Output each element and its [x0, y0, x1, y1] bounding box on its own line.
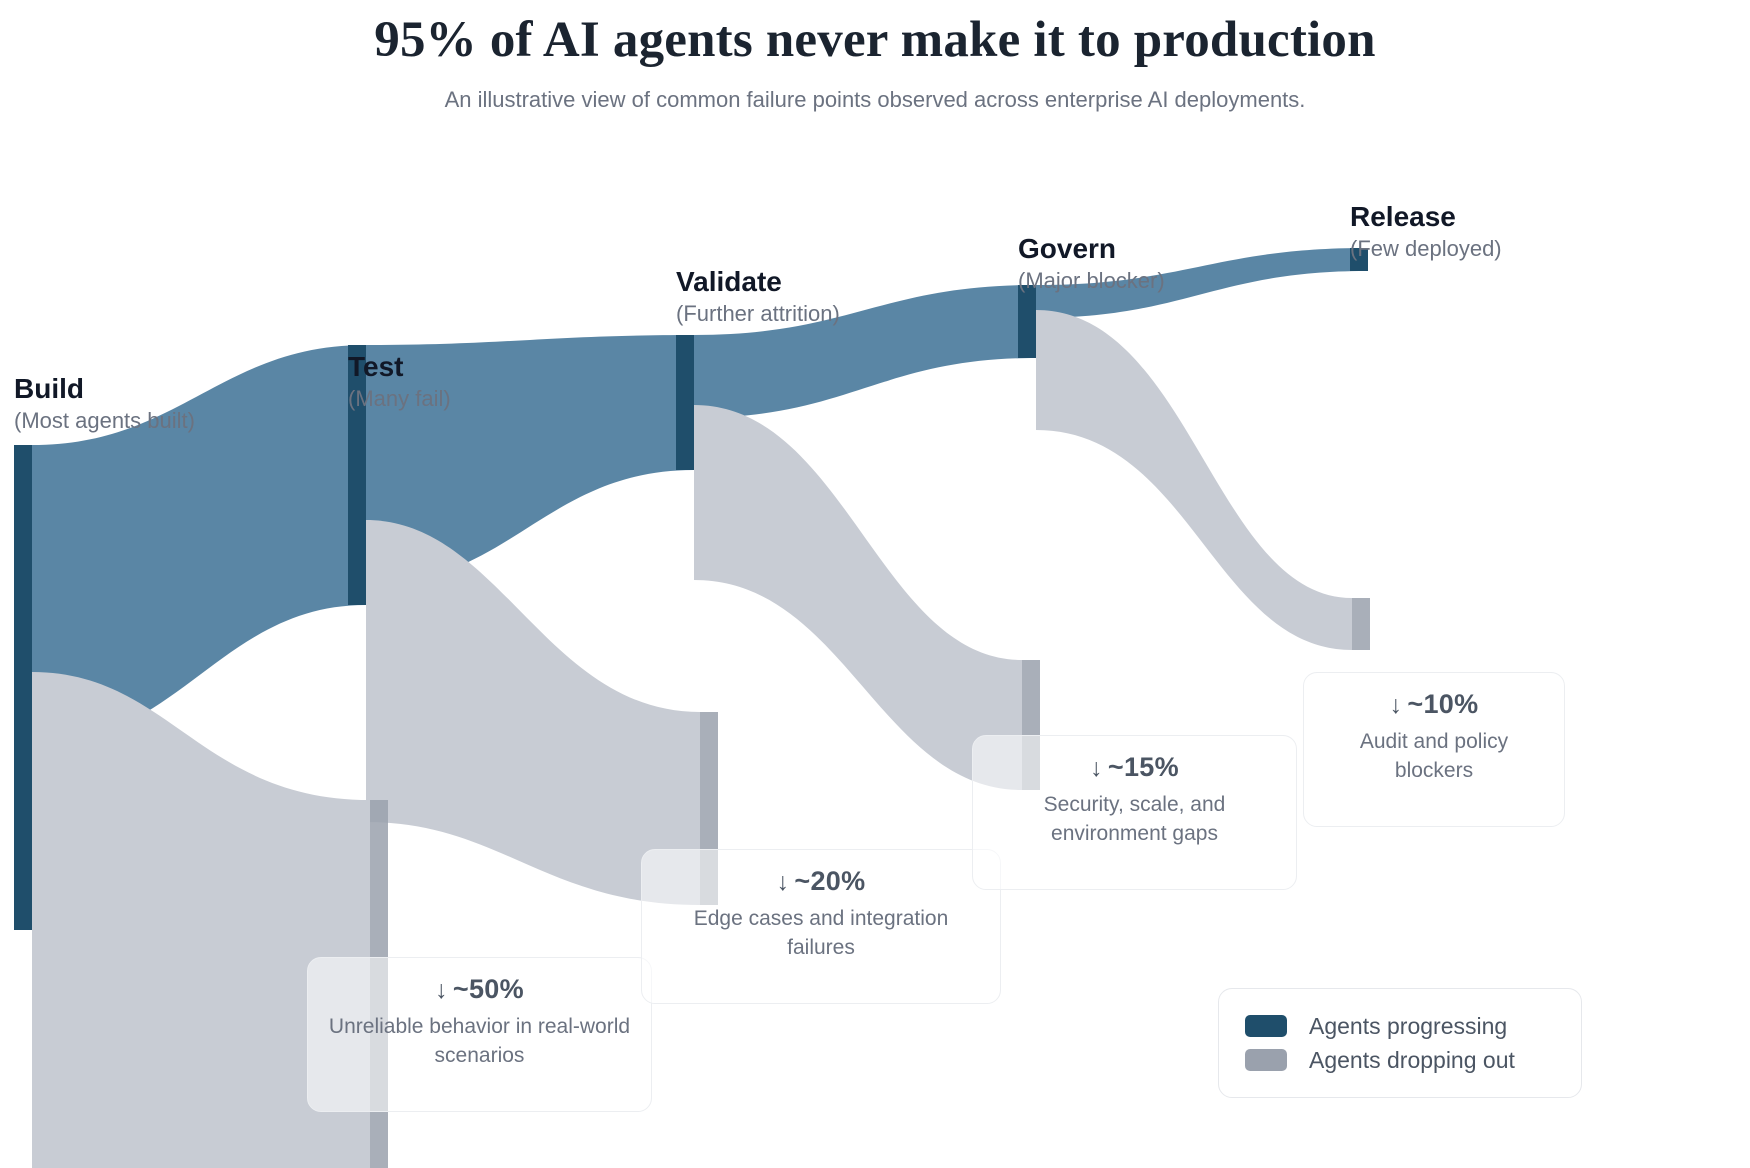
legend-item-progressing[interactable]: Agents progressing — [1245, 1009, 1553, 1043]
drop-card-test[interactable]: ↓ ~20% Edge cases and integration failure… — [641, 849, 1001, 1004]
down-arrow-icon: ↓ — [435, 976, 448, 1004]
node-note-govern: (Major blocker) — [1018, 268, 1165, 294]
down-arrow-icon: ↓ — [776, 868, 790, 896]
legend-swatch-dropping — [1245, 1049, 1287, 1071]
legend-label-dropping: Agents dropping out — [1309, 1046, 1515, 1073]
node-bar-govern[interactable] — [1018, 285, 1036, 358]
drop-pct-value-build: ~50% — [452, 974, 524, 1004]
node-label-release: Release (Few deployed) — [1350, 200, 1502, 263]
node-label-validate: Validate (Further attrition) — [676, 265, 840, 328]
flow-drop-test — [366, 520, 700, 905]
flow-drop-build — [32, 672, 370, 1168]
flow-drop-govern — [1036, 310, 1352, 650]
node-note-release: (Few deployed) — [1350, 236, 1502, 262]
down-arrow-icon: ↓ — [1090, 754, 1103, 782]
node-name-govern: Govern — [1018, 233, 1117, 264]
node-name-test: Test — [348, 351, 404, 382]
flow-test-to-validate — [366, 335, 694, 585]
legend-item-dropping[interactable]: Agents dropping out — [1245, 1043, 1553, 1077]
drop-pct-value-test: ~20% — [794, 866, 866, 896]
node-label-test: Test (Many fail) — [348, 350, 451, 413]
down-arrow-icon: ↓ — [1389, 691, 1403, 719]
drop-pct-value-validate: ~15% — [1107, 752, 1179, 782]
node-note-validate: (Further attrition) — [676, 301, 840, 327]
page-header: 95% of AI agents never make it to produc… — [0, 0, 1750, 115]
node-note-test: (Many fail) — [348, 386, 451, 412]
node-label-build: Build (Most agents built) — [14, 372, 195, 435]
node-name-validate: Validate — [676, 266, 782, 297]
node-name-build: Build — [14, 373, 84, 404]
flow-build-to-test — [32, 345, 366, 745]
legend-label-progressing: Agents progressing — [1309, 1012, 1508, 1039]
drop-desc-build: Unreliable behavior in real-⁠world scena… — [328, 1015, 631, 1067]
node-bar-build[interactable] — [14, 445, 32, 930]
drop-card-govern[interactable]: ↓ ~10% Audit and policy blockers — [1303, 672, 1565, 827]
node-bar-release[interactable] — [1350, 248, 1368, 271]
node-label-govern: Govern (Major blocker) — [1018, 232, 1165, 295]
drop-desc-test: Edge cases and integration failures — [693, 907, 949, 959]
legend-swatch-progressing — [1245, 1015, 1287, 1037]
node-bar-test[interactable] — [348, 345, 366, 605]
drop-card-validate[interactable]: ↓ ~15% Security, scale, and environment g… — [972, 735, 1297, 890]
node-note-build: (Most agents built) — [14, 408, 195, 434]
flow-drop-validate — [694, 405, 1022, 790]
drop-pct-test: ↓ ~20% — [660, 866, 982, 897]
page-title: 95% of AI agents never make it to produc… — [374, 12, 1376, 68]
drop-pct-build: ↓ ~50% — [326, 974, 633, 1005]
drop-card-build[interactable]: ↓ ~50% Unreliable behavior in real-⁠world… — [307, 957, 652, 1112]
page-subtitle: An illustrative view of common failure p… — [444, 87, 1306, 113]
drop-desc-govern: Audit and policy blockers — [1359, 730, 1509, 782]
drop-pct-value-govern: ~10% — [1407, 689, 1479, 719]
flow-govern-to-release — [1036, 248, 1366, 318]
node-name-release: Release — [1350, 201, 1456, 232]
drop-desc-validate: Security, scale, and environment gaps — [1043, 793, 1226, 845]
drop-pct-validate: ↓ ~15% — [991, 752, 1278, 783]
legend: Agents progressing Agents dropping out — [1218, 988, 1582, 1098]
node-bar-validate[interactable] — [676, 335, 694, 470]
flow-validate-to-govern — [694, 285, 1036, 418]
drop-pct-govern: ↓ ~10% — [1322, 689, 1546, 720]
drop-bar-govern — [1352, 598, 1370, 650]
